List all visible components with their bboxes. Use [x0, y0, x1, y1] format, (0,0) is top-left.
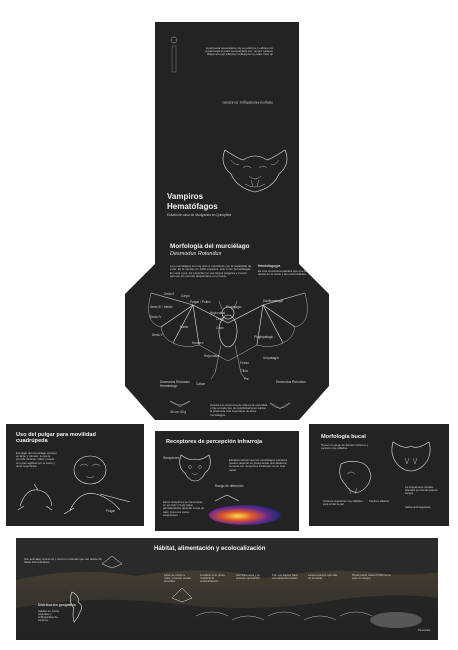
cover-subtitle: Estudio de caso de divulgación en Quiróp…: [167, 213, 232, 217]
infrared-panel: Receptores de percepción infrarroja Rece…: [155, 431, 299, 531]
cover-title-2: Hematófagos: [167, 202, 218, 211]
label-uropatagio: Uropatagio: [263, 356, 279, 360]
habitat-step-2: Localizan a su presa mediante la ecoloca…: [200, 574, 225, 584]
morphology-title: Morfología del murciélago: [170, 243, 250, 250]
cover-panel: Vampiros Hematófagos: Un Estudio de caso…: [155, 22, 299, 237]
oral-panel: Morfología bucal Tienen un juego de dien…: [309, 424, 449, 526]
small-bat-icon-right: [269, 402, 291, 410]
label-hoja-nasal: Hoja nasal: [204, 354, 220, 358]
oral-caption-d: Saliva anticoagulante: [405, 506, 431, 509]
habitat-step-1: Salen de noche a cazar y buscan presas d…: [164, 574, 191, 584]
bat-open-mouth-illustration: [391, 441, 431, 472]
oral-caption-a: Incisivos superiores muy afilados para c…: [323, 500, 363, 507]
oral-text: Tienen un juego de dientes incisivos y c…: [321, 443, 369, 451]
habitat-title: Hábitat, alimentación y ecolocalización: [154, 546, 266, 552]
americas-map-illustration: [70, 591, 82, 623]
morphology-side-text: Es una membrana elástica que une los ded…: [258, 269, 308, 277]
label-oreja: Oreja: [216, 317, 224, 321]
label-dedo3: Dedo III / Medio: [150, 305, 173, 309]
label-codo: Codo: [216, 326, 224, 330]
cover-title-1: Vampiros: [167, 192, 204, 201]
label-propatagio: Propatagio: [226, 305, 242, 309]
bat-crouching-illustration: [17, 483, 53, 511]
bat-head-illustration: [222, 149, 288, 193]
morphology-bottom-text: Cuenta con una forma de vida en la oscur…: [210, 403, 268, 417]
label-pulgar: Pulgar / Pollex: [190, 300, 211, 304]
footnote-right: Desmodus Rotundus: [276, 380, 306, 384]
label-humero: Húmero: [192, 341, 204, 345]
oral-title: Morfología bucal: [321, 434, 366, 440]
habitat-landscape: [16, 555, 438, 640]
bat-skeleton-illustration: [148, 292, 308, 380]
label-carpo: Carpo: [181, 294, 190, 298]
label-dedo4: Dedo IV: [150, 315, 162, 319]
back-heading: Vampiros Hematófagos: Un Estudio: [222, 100, 273, 105]
weight: 40 g: [180, 410, 187, 414]
morphology-panel-bg: [125, 236, 329, 420]
back-paragraph: de caso sobre la morfología y biología d…: [204, 46, 273, 57]
label-radio: Radio: [180, 325, 189, 329]
thermal-prey-illustration: [209, 494, 281, 525]
small-bat-icon-left: [169, 400, 191, 408]
footnote-left: Desmodus Rotundus Hematófago: [160, 380, 190, 388]
label-femur: Fémur: [240, 361, 250, 365]
label-pie: Pie: [244, 377, 249, 381]
label-tibia: Tibia: [241, 369, 248, 373]
thumb-label: Pulgar: [106, 509, 116, 513]
infrared-label-a: Receptores: [163, 456, 180, 460]
bat-walking-illustration: [63, 455, 131, 515]
label-dactilopatagio: Dactilopatagio: [263, 299, 284, 303]
infrared-text: Estudios indican que los murciélagos vam…: [229, 458, 288, 472]
habitat-step-6: Puede beber hasta el 50% de su peso en s…: [352, 574, 391, 581]
dist-text: Habitan en zonas tropicales y subtropica…: [38, 610, 59, 623]
label-plagiopatagio: Plagiopatagio: [254, 335, 274, 339]
label-hoja: Hoja nasal: [210, 311, 226, 315]
oral-caption-b: La lengua tiene canales laterales por do…: [405, 486, 438, 496]
morphology-species: Desmodus Rotundus: [170, 251, 222, 257]
oral-caption-c: Caninos afilados: [369, 500, 389, 503]
habitat-panel: Hábitat, alimentación y ecolocalización …: [16, 538, 438, 640]
dist-title: Distribución geográfica: [38, 603, 76, 607]
habitat-step-3: Aterrizan cerca y se acercan caminando.: [236, 574, 261, 581]
logo-icon: [170, 36, 178, 73]
thumb-text: El pulgar del murciélago vampiro es larg…: [16, 451, 57, 468]
label-calcar: Calcar: [196, 382, 206, 386]
infrared-caption: Estos receptores se concentran en su nar…: [163, 500, 205, 517]
wingspan: 35 cm: [170, 410, 179, 414]
label-dedo2: Dedo II: [164, 292, 175, 296]
habitat-intro: Son animales nocturnos y viven en coloni…: [24, 557, 102, 565]
infrared-title: Receptores de percepción infrarroja: [166, 439, 263, 445]
habitat-step-4: Con sus dientes hace una pequeña incisió…: [272, 574, 299, 581]
bat-skull-illustration: [339, 461, 372, 495]
infrared-label-b: Rango de detección: [215, 484, 244, 488]
morphology-side-heading: Hemisfagogía: [258, 264, 281, 268]
bat-face-illustration: [179, 454, 211, 482]
habitat-step-5: Lame la sangre que sale de la herida.: [308, 574, 338, 581]
label-dedo5: Dedo V: [152, 333, 163, 337]
thumb-panel: Uso del pulgar para movilidad cuadrúpeda…: [6, 424, 144, 526]
morphology-intro: Los murciélagos son los únicos mamíferos…: [170, 264, 252, 278]
thumb-title: Uso del pulgar para movilidad cuadrúpeda: [16, 432, 96, 445]
habitat-footer: Desmodus: [418, 629, 431, 632]
